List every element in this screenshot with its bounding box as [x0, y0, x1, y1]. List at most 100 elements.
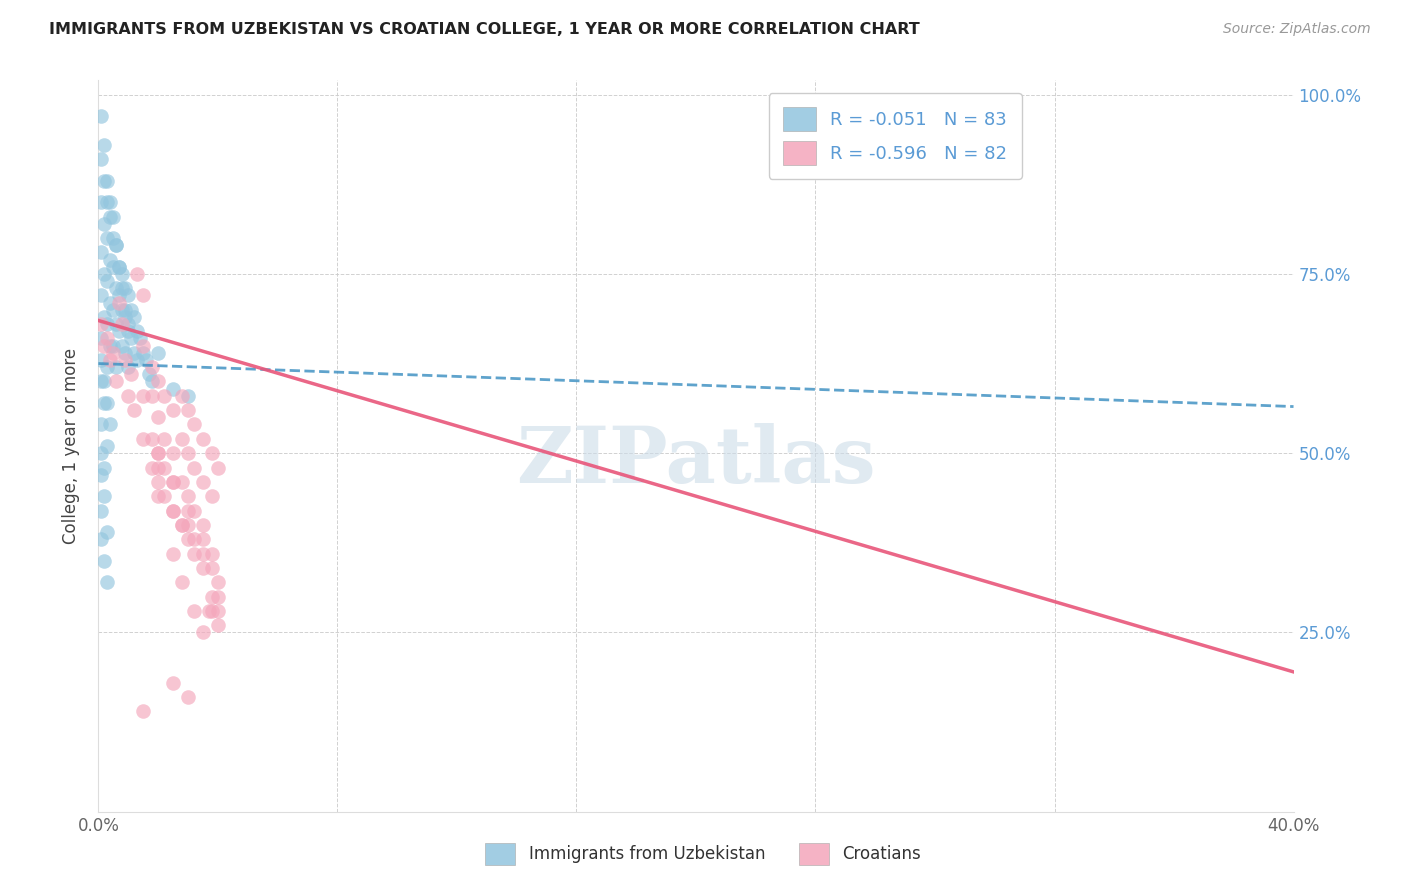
Point	[103, 260, 125, 274]
Point	[148, 475, 170, 489]
Point	[96, 195, 118, 210]
Point	[105, 375, 128, 389]
Point	[96, 439, 118, 453]
Point	[93, 375, 115, 389]
Point	[191, 533, 214, 547]
Point	[153, 389, 176, 403]
Point	[117, 360, 139, 375]
Point	[90, 152, 112, 166]
Point	[103, 302, 125, 317]
Point	[90, 245, 112, 260]
Point	[207, 460, 229, 475]
Y-axis label: College, 1 year or more: College, 1 year or more	[62, 348, 80, 544]
Point	[177, 389, 200, 403]
Point	[201, 590, 224, 604]
Point	[162, 446, 184, 460]
Point	[90, 533, 112, 547]
Point	[98, 252, 122, 267]
Point	[191, 561, 214, 575]
Point	[90, 375, 112, 389]
Text: ZIPatlas: ZIPatlas	[516, 423, 876, 499]
Point	[177, 489, 200, 503]
Point	[98, 338, 122, 352]
Point	[108, 295, 131, 310]
Point	[177, 533, 200, 547]
Point	[191, 475, 214, 489]
Point	[183, 417, 205, 432]
Point	[148, 446, 170, 460]
Point	[201, 604, 224, 618]
Point	[162, 475, 184, 489]
Point	[96, 396, 118, 410]
Point	[148, 375, 170, 389]
Point	[172, 517, 194, 532]
Point	[127, 324, 149, 338]
Point	[153, 460, 176, 475]
Point	[117, 288, 139, 302]
Point	[111, 267, 134, 281]
Point	[120, 331, 142, 345]
Point	[153, 432, 176, 446]
Point	[132, 288, 155, 302]
Point	[153, 489, 176, 503]
Point	[120, 302, 142, 317]
Point	[90, 417, 112, 432]
Point	[93, 396, 115, 410]
Point	[90, 109, 112, 123]
Text: IMMIGRANTS FROM UZBEKISTAN VS CROATIAN COLLEGE, 1 YEAR OR MORE CORRELATION CHART: IMMIGRANTS FROM UZBEKISTAN VS CROATIAN C…	[49, 22, 920, 37]
Point	[207, 618, 229, 632]
Point	[111, 302, 134, 317]
Point	[132, 432, 155, 446]
Point	[117, 324, 139, 338]
Point	[201, 561, 224, 575]
Point	[162, 503, 184, 517]
Point	[114, 302, 136, 317]
Point	[207, 590, 229, 604]
Point	[148, 410, 170, 425]
Point	[183, 604, 205, 618]
Point	[98, 295, 122, 310]
Legend: Immigrants from Uzbekistan, Croatians: Immigrants from Uzbekistan, Croatians	[477, 835, 929, 873]
Point	[114, 353, 136, 368]
Point	[93, 217, 115, 231]
Point	[129, 331, 152, 345]
Point	[172, 432, 194, 446]
Point	[96, 331, 118, 345]
Point	[93, 310, 115, 324]
Point	[132, 389, 155, 403]
Point	[124, 403, 146, 417]
Point	[132, 345, 155, 359]
Point	[162, 403, 184, 417]
Point	[162, 675, 184, 690]
Point	[90, 353, 112, 368]
Point	[105, 238, 128, 252]
Point	[177, 403, 200, 417]
Point	[183, 503, 205, 517]
Point	[141, 432, 163, 446]
Point	[111, 317, 134, 331]
Point	[135, 353, 157, 368]
Point	[90, 195, 112, 210]
Point	[191, 432, 214, 446]
Point	[96, 360, 118, 375]
Text: Source: ZipAtlas.com: Source: ZipAtlas.com	[1223, 22, 1371, 37]
Point	[132, 704, 155, 718]
Point	[96, 231, 118, 245]
Point	[90, 467, 112, 482]
Point	[105, 238, 128, 252]
Point	[103, 345, 125, 359]
Point	[141, 460, 163, 475]
Point	[90, 503, 112, 517]
Point	[108, 288, 131, 302]
Point	[98, 353, 122, 368]
Point	[177, 690, 200, 704]
Point	[117, 389, 139, 403]
Point	[201, 547, 224, 561]
Point	[148, 489, 170, 503]
Point	[93, 174, 115, 188]
Point	[108, 260, 131, 274]
Legend: R = -0.051   N = 83, R = -0.596   N = 82: R = -0.051 N = 83, R = -0.596 N = 82	[769, 93, 1022, 179]
Point	[105, 317, 128, 331]
Point	[183, 547, 205, 561]
Point	[98, 195, 122, 210]
